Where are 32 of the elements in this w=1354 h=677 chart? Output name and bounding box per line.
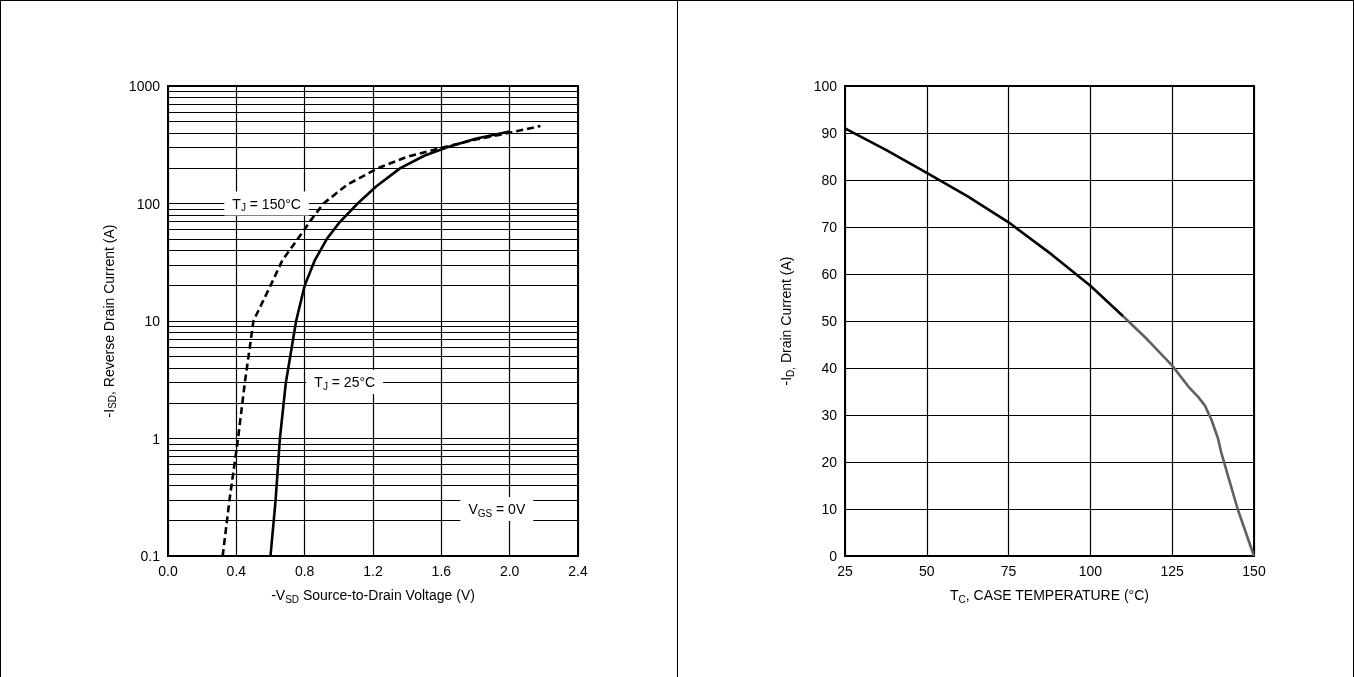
y-tick-label: 20 — [821, 454, 838, 470]
x-tick-label: 125 — [1160, 563, 1185, 579]
x-tick-label: 150 — [1242, 563, 1266, 579]
y-axis-title: -ID, Drain Current (A) — [778, 256, 796, 386]
y-tick-label: 50 — [821, 313, 838, 329]
y-tick-label: 0.1 — [140, 548, 161, 564]
y-tick-label: 1 — [152, 430, 161, 447]
x-tick-label: 75 — [1000, 563, 1017, 579]
y-tick-label: 40 — [821, 360, 838, 376]
y-tick-label: 100 — [136, 195, 161, 212]
x-tick-label: 2.0 — [499, 563, 520, 579]
y-tick-label: 10 — [821, 501, 838, 517]
y-tick-label: 0 — [829, 548, 838, 564]
y-tick-label: 70 — [821, 219, 838, 235]
x-tick-label: 2.4 — [568, 563, 588, 579]
x-tick-label: 100 — [1078, 563, 1103, 579]
y-tick-label: 10 — [144, 313, 161, 329]
x-tick-label: 50 — [919, 563, 935, 579]
x-tick-label: 0.8 — [294, 563, 315, 579]
x-tick-label: 0.4 — [226, 563, 247, 579]
y-tick-label: 90 — [821, 125, 838, 141]
y-tick-label: 30 — [821, 407, 838, 423]
y-tick-label: 60 — [821, 266, 838, 282]
x-tick-label: 25 — [837, 563, 853, 579]
y-axis-title: -ISD, Reverse Drain Current (A) — [100, 224, 119, 418]
x-tick-label: 0.0 — [158, 563, 178, 579]
y-tick-label: 100 — [813, 78, 838, 94]
line-series — [1121, 315, 1256, 558]
x-tick-label: 1.2 — [363, 563, 383, 579]
y-tick-label: 80 — [821, 172, 838, 188]
y-tick-label: 1000 — [128, 78, 161, 94]
x-tick-label: 1.6 — [431, 563, 452, 579]
